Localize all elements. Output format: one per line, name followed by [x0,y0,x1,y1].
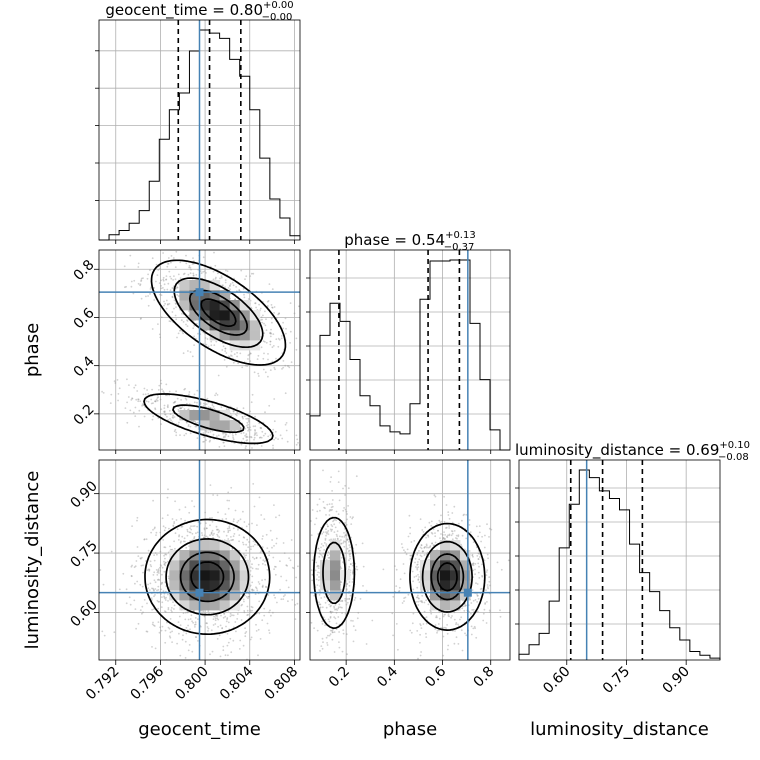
histogram-step [518,469,721,660]
density-content [99,250,300,449]
density-panel-geocent_time-phase [98,249,301,451]
x-tick-label: 0.4 [374,663,401,690]
density-content [310,469,510,660]
x-tick-label: 0.90 [660,664,693,697]
hist-panel-phase: phase = 0.54+0.13 −0.37 [306,230,511,451]
panel-title: geocent_time = 0.80+0.00 −0.00 [105,0,293,23]
x-axis-luminosity_distance: 0.60 0.75 0.90 luminosity_distance [530,660,709,740]
x-tick-label: 0.75 [600,664,633,697]
x-tick-label: 0.60 [540,664,573,697]
grid-lines [310,250,510,450]
panel-frame [309,249,511,451]
contour-level [165,538,250,616]
contour-level [436,562,458,592]
histogram-step [309,259,510,451]
x-tick-label: 0.792 [83,664,123,704]
contour-level [179,551,235,603]
density-panel-phase-luminosity_distance [309,459,511,661]
truth-marker [195,288,204,297]
title-main: luminosity_distance = 0.69 [515,441,719,460]
title-lower: −0.08 [718,452,749,463]
x-tick-label: 0.808 [262,664,302,704]
contour-lines [312,516,486,631]
panel-frame [518,459,721,661]
title-main: geocent_time = 0.80 [105,1,263,20]
truth-marker [195,588,204,597]
x-tick-label: 0.796 [128,663,168,703]
x-tick-label: 0.2 [326,664,353,691]
density-cells [320,540,471,611]
title-main: phase = 0.54 [344,231,445,249]
y-tick-label: 0.4 [71,353,98,380]
title-lower: −0.37 [444,242,475,253]
x-axis-label: geocent_time [138,719,261,740]
y-axis-phase: 0.2 0.4 0.6 0.8 phase [22,257,99,429]
y-tick-label: 0.90 [67,478,100,511]
density-content [99,483,299,660]
contour-level [143,259,287,445]
x-tick-label: 0.6 [422,663,449,690]
grid-lines [519,460,720,660]
x-tick-label: 0.804 [217,663,257,703]
density-panel-geocent_time-luminosity_distance [98,459,301,661]
contour-level [312,516,486,631]
title-upper: +0.13 [445,230,476,241]
contour-level [430,553,465,601]
panel-frame [98,459,301,661]
y-tick-label: 0.2 [71,401,98,428]
contour-level [200,298,237,328]
y-tick-label: 0.75 [67,538,100,571]
truth-marker [463,588,472,597]
title-upper: +0.10 [719,440,750,451]
title-lower: −0.00 [262,12,293,23]
y-tick-label: 0.60 [67,597,100,630]
panel-frame [98,19,301,241]
y-axis-label: luminosity_distance [22,471,43,650]
hist-panel-geocent_time: geocent_time = 0.80+0.00 −0.00 [95,0,301,241]
x-axis-label: phase [383,719,437,740]
x-axis-label: luminosity_distance [530,719,709,740]
y-tick-label: 0.6 [71,305,98,332]
title-upper: +0.00 [263,0,294,11]
y-tick-label: 0.8 [71,257,98,284]
panel-frame [98,249,301,451]
contour-lines [143,259,287,445]
y-axis-label: phase [22,323,43,377]
x-tick-label: 0.800 [172,664,212,704]
hist-panel-luminosity_distance: luminosity_distance = 0.69+0.10 −0.08 [515,440,750,661]
panel-frame [309,459,511,661]
x-tick-label: 0.8 [470,664,497,691]
contour-level [172,277,264,434]
panel-title: luminosity_distance = 0.69+0.10 −0.08 [515,440,750,463]
panel-title: phase = 0.54+0.13 −0.37 [344,230,475,253]
